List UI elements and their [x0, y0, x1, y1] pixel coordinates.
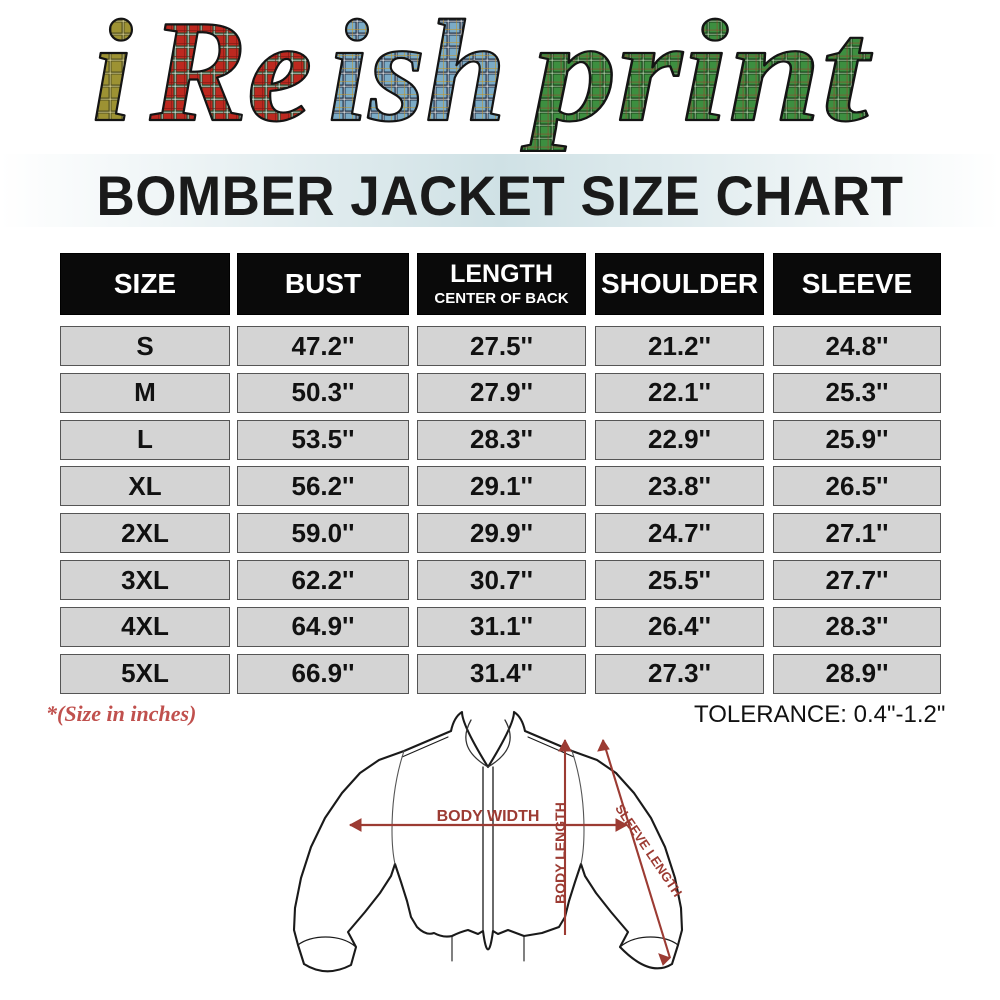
svg-text:BODY WIDTH: BODY WIDTH	[437, 808, 540, 825]
svg-text:BODY LENGTH: BODY LENGTH	[552, 802, 568, 904]
